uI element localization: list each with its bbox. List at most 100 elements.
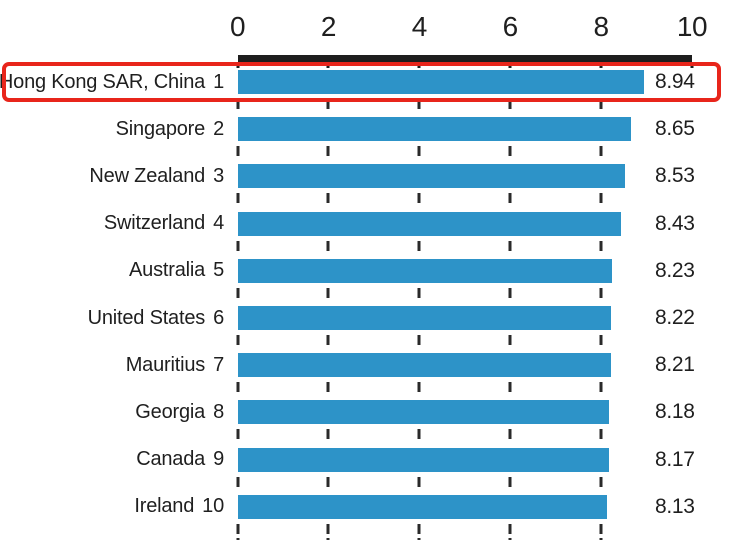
score-value: 8.94: [655, 70, 695, 93]
country-name: Hong Kong SAR, China: [0, 70, 206, 93]
gridline-dash: [508, 382, 512, 393]
gridline-dash: [236, 287, 239, 298]
score-bar: [237, 164, 626, 189]
gridline-dash: [417, 99, 421, 109]
country-label: Hong Kong SAR, China 1: [0, 70, 224, 94]
gridline-dash: [508, 476, 512, 487]
gridline-dash: [599, 537, 603, 540]
rank-number: 6: [213, 306, 224, 329]
rank-number: 3: [213, 164, 224, 187]
gridline-dash: [508, 99, 512, 109]
country-label: Switzerland 4: [0, 212, 224, 236]
gridline-dash: [236, 523, 239, 534]
gridline-dash: [508, 287, 512, 298]
gridline-dash: [236, 335, 239, 345]
country-name: Australia: [129, 259, 206, 282]
rank-number: 7: [213, 353, 224, 376]
chart-row: Ireland 10 8.13: [0, 494, 733, 540]
gridline-dash: [599, 335, 603, 345]
gridline-dash: [326, 240, 330, 251]
gridline-dash: [236, 429, 239, 440]
x-axis-tick-label: 8: [593, 11, 610, 42]
score-bar: [237, 306, 612, 330]
gridline-dash: [508, 193, 512, 204]
score-value: 8.65: [655, 117, 695, 141]
gridline-dash: [508, 537, 512, 540]
score-value: 8.22: [655, 306, 695, 329]
gridline-dash: [508, 335, 512, 345]
country-name: Ireland: [134, 495, 195, 518]
country-label: United States 6: [0, 306, 225, 330]
score-bar: [237, 70, 644, 94]
score-bar: [237, 494, 607, 519]
score-value: 8.13: [655, 494, 695, 518]
gridline-dash: [326, 523, 330, 534]
score-value: 8.17: [655, 447, 695, 471]
score-bar: [237, 117, 631, 142]
score-value: 8.23: [655, 258, 695, 282]
chart-row: Mauritius 7 8.21: [0, 353, 733, 400]
score-bar: [237, 258, 612, 283]
x-axis-tick-mark: [599, 62, 603, 68]
gridline-dash: [599, 476, 603, 487]
gridline-dash: [508, 523, 512, 534]
gridline-dash: [417, 335, 421, 345]
score-value: 8.21: [655, 353, 695, 377]
gridline-dash: [236, 537, 239, 540]
gridline-dash: [326, 476, 330, 487]
x-axis-tick-label: 6: [502, 11, 519, 42]
gridline-dash: [508, 240, 512, 251]
gridline-dash: [326, 287, 330, 298]
rank-number: 9: [213, 448, 224, 471]
score-value: 8.53: [655, 164, 695, 188]
gridline-dash: [326, 537, 330, 540]
x-axis-tick-mark: [236, 62, 239, 68]
country-name: Canada: [136, 448, 206, 471]
gridline-dash: [417, 146, 421, 157]
gridline-dash: [417, 476, 421, 487]
country-name: United States: [87, 306, 206, 329]
country-label: Singapore 2: [0, 117, 225, 141]
gridline-dash: [326, 382, 330, 393]
country-name: Switzerland: [103, 212, 206, 235]
rank-number: 2: [213, 117, 224, 140]
gridline-dash: [326, 429, 330, 440]
score-bar: [237, 211, 621, 236]
gridline-dash: [417, 382, 421, 393]
x-axis-tick-mark: [417, 62, 421, 68]
x-axis-tick-mark: [690, 62, 694, 68]
chart-row: Australia 5 8.23: [0, 258, 733, 306]
rank-number: 4: [213, 212, 224, 235]
country-label: New Zealand 3: [0, 164, 224, 188]
gridline-dash: [236, 476, 239, 487]
score-value: 8.43: [655, 211, 695, 235]
gridline-dash: [417, 240, 421, 251]
country-name: Mauritius: [125, 353, 206, 376]
gridline-dash: [417, 193, 421, 204]
country-name: New Zealand: [89, 164, 206, 187]
chart-row: Hong Kong SAR, China 1 8.94: [0, 70, 733, 117]
chart-row: Singapore 2 8.65: [0, 117, 733, 164]
country-label: Canada 9: [0, 448, 224, 472]
score-bar: [237, 353, 611, 378]
rank-number: 8: [213, 400, 224, 423]
gridline-dash: [599, 240, 603, 251]
x-axis-line: [238, 55, 692, 62]
chart-row: Canada 9 8.17: [0, 447, 733, 495]
gridline-dash: [326, 193, 330, 204]
gridline-dash: [599, 523, 603, 534]
gridline-dash: [599, 429, 603, 440]
gridline-dash: [599, 193, 603, 204]
rank-number: 5: [213, 259, 224, 282]
gridline-dash: [417, 429, 421, 440]
gridline-dash: [326, 146, 330, 157]
rank-number: 10: [202, 495, 224, 518]
gridline-dash: [417, 523, 421, 534]
gridline-dash: [599, 287, 603, 298]
chart-row: United States 6 8.22: [0, 306, 733, 353]
chart-row: Switzerland 4 8.43: [0, 211, 733, 259]
chart-row: Georgia 8 8.18: [0, 400, 733, 447]
x-axis-tick-mark: [508, 62, 512, 68]
gridline-dash: [417, 287, 421, 298]
gridline-dash: [236, 382, 239, 393]
